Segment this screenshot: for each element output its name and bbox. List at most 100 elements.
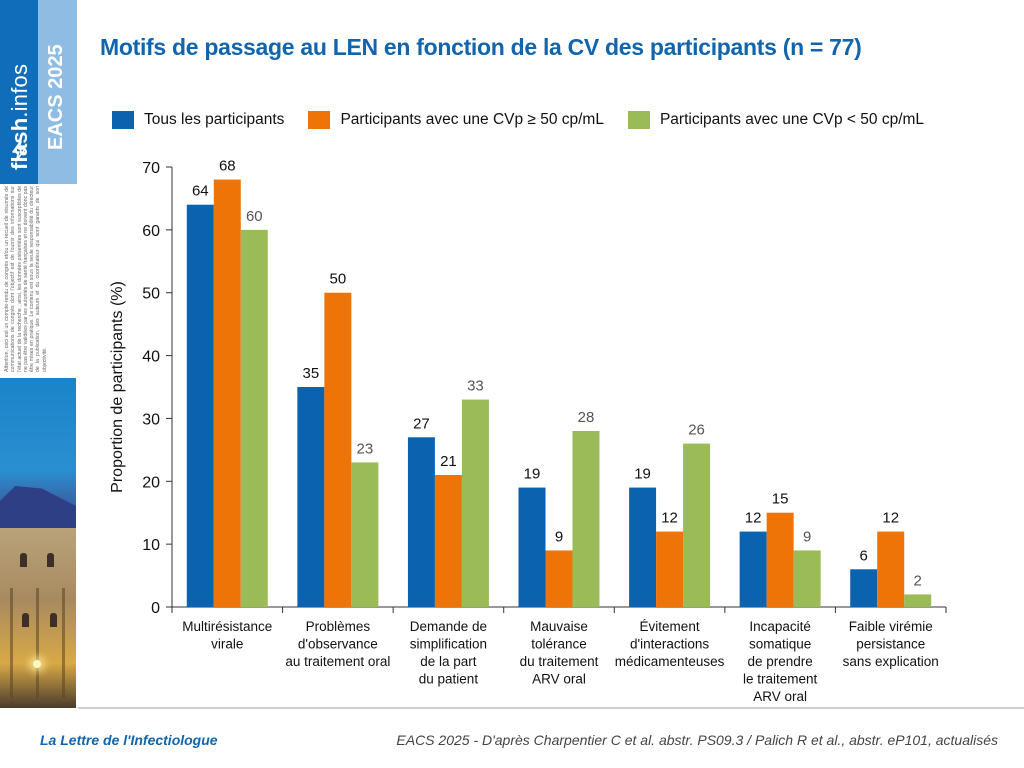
x-tick-label-line: au traitement oral: [285, 654, 390, 669]
x-tick-label-line: somatique: [749, 637, 811, 652]
legend-item: Participants avec une CVp ≥ 50 cp/mL: [308, 111, 604, 129]
photo-window: [20, 553, 27, 567]
y-axis-label: Proportion de participants (%): [109, 281, 126, 493]
bar: [297, 387, 325, 607]
bar: [186, 204, 214, 607]
data-label: 27: [413, 415, 430, 432]
bar: [904, 594, 932, 607]
x-tick-label-line: ARV oral: [532, 672, 586, 687]
x-tick-label-line: Mauvaise: [530, 619, 588, 634]
data-label: 12: [882, 510, 899, 527]
bar: [213, 179, 241, 608]
data-label: 68: [219, 158, 236, 175]
y-tick-label: 30: [142, 411, 160, 428]
x-tick-label-line: de la part: [420, 654, 477, 669]
x-tick-label: Mauvaise tolérance du traitement ARV oral: [520, 619, 599, 687]
bar: [324, 292, 352, 607]
data-label: 21: [440, 453, 457, 470]
event-band: [38, 0, 77, 184]
legend-swatch: [112, 111, 134, 129]
legend-item: Tous les participants: [112, 111, 284, 129]
data-label: 50: [330, 271, 347, 288]
data-label: 9: [803, 528, 811, 545]
x-tick-label-line: le traitement: [743, 672, 818, 687]
photo-column: [62, 588, 65, 698]
x-tick-label-line: virale: [211, 637, 243, 652]
x-tick-label: Incapacité somatique de prendre le traiteme…: [743, 619, 818, 704]
x-tick-label-line: Demande de: [410, 619, 487, 634]
photo-window: [22, 613, 29, 627]
bar: [545, 550, 573, 607]
x-tick-label: Évitement d'interactions médicamenteuses: [615, 619, 725, 669]
bar: [461, 399, 489, 607]
data-label: 9: [555, 528, 563, 545]
bar: [739, 531, 767, 607]
bar: [877, 531, 905, 607]
x-tick-label-line: médicamenteuses: [615, 654, 725, 669]
x-tick-label: Multirésistance virale: [182, 619, 272, 652]
photo-lamp: [33, 660, 41, 668]
bar: [793, 550, 821, 607]
x-tick-label-line: Faible virémie: [849, 619, 933, 634]
x-tick-label: Faible virémie persistance sans explicatio…: [843, 619, 939, 669]
y-tick-label: 0: [151, 600, 160, 617]
y-tick-label: 70: [142, 160, 160, 177]
bar: [407, 437, 435, 607]
x-tick-label-line: d'interactions: [630, 637, 709, 652]
x-tick-label-line: Problèmes: [306, 619, 371, 634]
x-tick-label-line: Multirésistance: [182, 619, 272, 634]
x-tick-label-line: Incapacité: [749, 619, 811, 634]
data-label: 19: [524, 466, 541, 483]
data-label: 12: [661, 510, 678, 527]
x-tick-label-line: ARV oral: [753, 689, 807, 704]
x-tick-label-line: du patient: [419, 672, 479, 687]
bar: [683, 443, 711, 607]
journal-name: La Lettre de l'Infectiologue: [40, 732, 218, 748]
photo-window: [47, 553, 54, 567]
legend-label: Tous les participants: [144, 111, 285, 128]
bar: [351, 462, 379, 607]
data-label: 12: [745, 510, 762, 527]
footer-divider: [78, 707, 1024, 709]
y-tick-label: 50: [142, 286, 160, 303]
x-tick-label: Problèmes d'observance au traitement oral: [285, 619, 390, 669]
x-tick-label-line: tolérance: [531, 637, 587, 652]
bar: [656, 531, 684, 607]
data-label: 19: [634, 466, 651, 483]
x-tick-label-line: persistance: [856, 637, 925, 652]
photo-column: [10, 588, 13, 698]
chart-legend: Tous les participants Participants avec …: [112, 110, 948, 130]
data-label: 26: [688, 422, 705, 439]
photo-column: [36, 588, 39, 698]
y-tick-label: 60: [142, 223, 160, 240]
bar: [240, 229, 268, 607]
y-tick-label: 10: [142, 537, 160, 554]
data-label: 15: [772, 491, 789, 508]
bar: [629, 487, 657, 607]
x-tick-label-line: sans explication: [843, 654, 939, 669]
lightning-icon: [12, 140, 26, 162]
data-label: 23: [357, 440, 374, 457]
x-tick-label: Demande de simplification de la part du pat…: [410, 619, 487, 687]
data-label: 33: [467, 378, 484, 395]
data-label: 64: [192, 183, 209, 200]
bar: [572, 431, 600, 607]
legend-swatch: [308, 111, 331, 129]
bar: [766, 512, 794, 607]
bar: [434, 475, 462, 607]
x-tick-label-line: simplification: [410, 637, 487, 652]
bar: [850, 569, 878, 607]
data-label: 28: [578, 409, 595, 426]
legend-label: Participants avec une CVp < 50 cp/mL: [659, 111, 925, 128]
legend-item: Participants avec une CVp < 50 cp/mL: [627, 111, 925, 129]
bar: [518, 487, 546, 607]
x-tick-label-line: Évitement: [640, 619, 700, 634]
x-tick-label-line: de prendre: [747, 654, 812, 669]
legend-swatch: [627, 111, 650, 129]
x-tick-label-line: du traitement: [520, 654, 599, 669]
y-tick-label: 20: [142, 474, 160, 491]
x-tick-label-line: d'observance: [298, 637, 378, 652]
y-tick-label: 40: [142, 349, 160, 366]
sidebar: flash.infos EACS 2025 Attention, ceci es…: [0, 0, 77, 708]
